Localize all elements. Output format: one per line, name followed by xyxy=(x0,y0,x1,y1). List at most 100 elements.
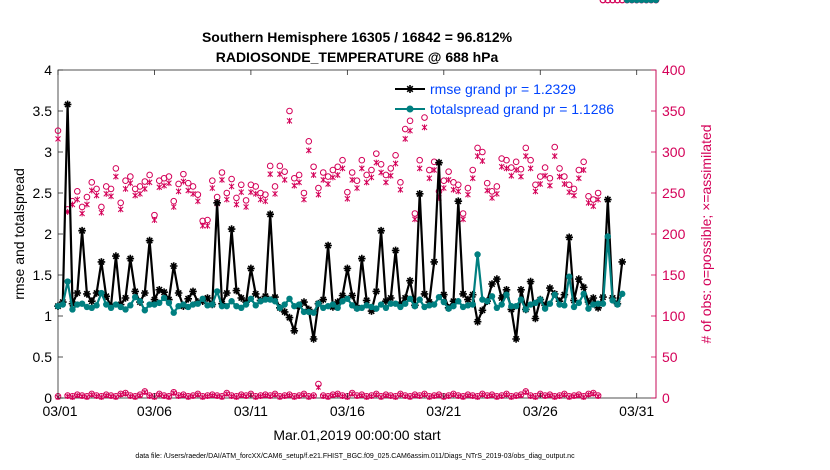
rmse-point xyxy=(594,304,602,312)
obs-possible-point xyxy=(565,181,573,189)
totalspread-point xyxy=(209,301,216,308)
obs-assimilated-bottom-point xyxy=(296,393,302,399)
obs-assimilated-bottom-point xyxy=(513,393,519,399)
totalspread-point xyxy=(83,303,91,311)
obs-possible-point xyxy=(83,193,91,201)
obs-assimilated-point xyxy=(281,176,288,183)
obs-assimilated-point xyxy=(243,203,249,210)
obs-assimilated-bottom-point xyxy=(595,393,601,399)
totalspread-point xyxy=(136,298,144,305)
obs-assimilated-bottom-point xyxy=(229,393,235,399)
obs-possible-point xyxy=(112,165,120,172)
obs-assimilated-bottom-point xyxy=(325,394,331,400)
obs-possible-point xyxy=(73,188,81,195)
obs-assimilated-bottom-point xyxy=(393,394,399,400)
obs-assimilated-point xyxy=(416,165,423,172)
totalspread-point xyxy=(131,293,139,301)
obs-assimilated-bottom-point xyxy=(233,394,239,400)
rmse-point xyxy=(493,275,501,283)
obs-assimilated-point xyxy=(117,206,124,213)
totalspread-point xyxy=(194,300,202,307)
obs-assimilated-point xyxy=(354,185,360,192)
y-right-tick-label: 300 xyxy=(662,144,686,160)
totalspread-point xyxy=(310,309,317,316)
obs-assimilated-bottom-point xyxy=(190,393,196,399)
totalspread-point xyxy=(575,299,583,307)
obs-assimilated-bottom-point xyxy=(185,394,191,400)
obs-assimilated-point xyxy=(479,158,486,165)
y-right-tick-label: 50 xyxy=(662,349,678,365)
rmse-point xyxy=(449,297,458,305)
rmse-point xyxy=(526,277,535,286)
rmse-point xyxy=(232,286,241,295)
y-tick-label: 0.5 xyxy=(33,349,53,365)
obs-assimilated-point xyxy=(339,165,346,172)
obs-assimilated-point xyxy=(55,135,61,142)
obs-assimilated-bottom-point xyxy=(262,392,268,399)
obs-assimilated-bottom-point xyxy=(79,393,85,399)
chart-title: Southern Hemisphere 16305 / 16842 = 96.8… xyxy=(202,29,513,45)
obs-assimilated-bottom-point xyxy=(224,391,230,397)
totalspread-point xyxy=(392,300,399,307)
rmse-point xyxy=(155,286,164,294)
totalspread-point xyxy=(652,0,660,4)
obs-assimilated-bottom-point xyxy=(576,392,582,399)
obs-possible-point xyxy=(324,173,332,180)
obs-possible-point xyxy=(252,183,260,190)
obs-assimilated-bottom-point xyxy=(354,393,360,399)
rmse-point xyxy=(415,190,424,198)
obs-assimilated-point xyxy=(84,201,90,208)
obs-possible-point xyxy=(88,179,96,186)
plot-area xyxy=(57,69,657,399)
obs-assimilated-bottom-point xyxy=(556,393,563,399)
totalspread-point xyxy=(411,302,419,310)
rmse-point xyxy=(430,258,438,266)
obs-assimilated-point xyxy=(580,167,587,174)
rmse-point xyxy=(541,301,549,310)
rmse-point xyxy=(338,291,347,300)
obs-possible-point xyxy=(517,165,525,173)
totalspread-point xyxy=(286,295,293,302)
obs-assimilated-bottom-point xyxy=(272,392,278,398)
x-tick-label: 03/21 xyxy=(426,403,461,419)
rmse-point xyxy=(459,290,467,298)
obs-assimilated-point xyxy=(156,184,163,191)
obs-assimilated-point xyxy=(161,182,167,189)
obs-possible-point xyxy=(372,150,380,157)
totalspread-point xyxy=(580,290,587,298)
obs-assimilated-point xyxy=(103,190,110,197)
data-file-footer: data file: /Users/raeder/DAI/ATM_forcXX/… xyxy=(135,453,575,460)
obs-assimilated-point xyxy=(575,175,582,182)
totalspread-point xyxy=(107,304,115,311)
obs-assimilated-bottom-point xyxy=(552,394,558,400)
obs-assimilated-point xyxy=(223,196,230,203)
totalspread-point xyxy=(628,0,636,4)
rmse-point xyxy=(512,335,520,343)
rmse-point xyxy=(497,294,506,302)
obs-assimilated-bottom-point xyxy=(200,394,206,400)
rmse-point xyxy=(372,287,381,296)
obs-possible-point xyxy=(237,181,245,189)
totalspread-point xyxy=(459,303,467,311)
totalspread-point xyxy=(532,299,539,307)
totalspread-point xyxy=(421,303,428,311)
y-right-tick-label: 350 xyxy=(662,103,686,119)
obs-assimilated-point xyxy=(233,201,240,208)
totalspread-point xyxy=(257,298,264,305)
obs-assimilated-bottom-point xyxy=(503,392,510,398)
obs-assimilated-bottom-point xyxy=(137,392,143,399)
totalspread-point xyxy=(435,293,443,301)
obs-assimilated-bottom-point xyxy=(176,393,182,399)
rmse-point xyxy=(425,298,434,306)
totalspread-point xyxy=(522,306,529,313)
obs-possible-point xyxy=(353,177,361,184)
obs-possible-point xyxy=(426,166,433,174)
totalspread-point xyxy=(570,303,578,311)
obs-assimilated-point xyxy=(494,190,500,197)
totalspread-point xyxy=(527,301,534,308)
rmse-point xyxy=(247,264,255,273)
rmse-point xyxy=(604,195,612,204)
obs-assimilated-bottom-point xyxy=(156,392,162,398)
totalspread-point xyxy=(199,295,206,302)
obs-assimilated-bottom-point xyxy=(311,393,317,399)
